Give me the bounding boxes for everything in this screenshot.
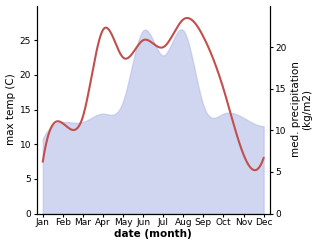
Y-axis label: med. precipitation
(kg/m2): med. precipitation (kg/m2) (291, 61, 313, 158)
Y-axis label: max temp (C): max temp (C) (5, 74, 16, 145)
X-axis label: date (month): date (month) (114, 230, 192, 239)
